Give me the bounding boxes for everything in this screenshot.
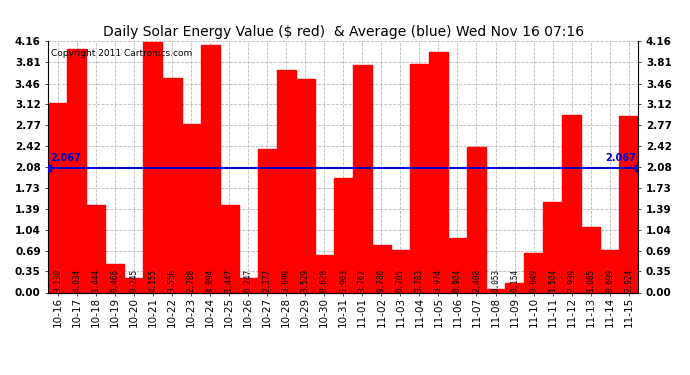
Text: 1.504: 1.504 bbox=[548, 269, 557, 292]
Text: 0.628: 0.628 bbox=[319, 269, 328, 292]
Text: 0.154: 0.154 bbox=[510, 269, 519, 292]
Text: 1.444: 1.444 bbox=[91, 269, 100, 292]
Text: 4.094: 4.094 bbox=[206, 269, 215, 292]
Bar bbox=[505, 283, 524, 292]
Bar bbox=[353, 65, 372, 292]
Text: 3.783: 3.783 bbox=[415, 269, 424, 292]
Bar bbox=[543, 202, 562, 292]
Text: 0.904: 0.904 bbox=[453, 269, 462, 292]
Text: 3.762: 3.762 bbox=[358, 269, 367, 292]
Text: 3.556: 3.556 bbox=[168, 269, 177, 292]
Bar bbox=[48, 104, 68, 292]
Text: 4.034: 4.034 bbox=[72, 269, 81, 292]
Bar bbox=[68, 49, 86, 292]
Bar bbox=[372, 245, 391, 292]
Text: 0.699: 0.699 bbox=[605, 269, 614, 292]
Bar bbox=[600, 250, 619, 292]
Bar bbox=[448, 238, 467, 292]
Text: 3.529: 3.529 bbox=[301, 269, 310, 292]
Bar bbox=[334, 178, 353, 292]
Text: 1.447: 1.447 bbox=[224, 269, 234, 292]
Text: 0.780: 0.780 bbox=[377, 269, 386, 292]
Text: Copyright 2011 Cartronics.com: Copyright 2011 Cartronics.com bbox=[51, 49, 193, 58]
Text: 0.466: 0.466 bbox=[110, 269, 119, 292]
Text: 1.903: 1.903 bbox=[339, 269, 348, 292]
Text: 2.067: 2.067 bbox=[606, 153, 636, 163]
Text: 3.974: 3.974 bbox=[434, 269, 443, 292]
Bar bbox=[581, 227, 600, 292]
Bar bbox=[239, 278, 257, 292]
Bar bbox=[619, 116, 638, 292]
Bar bbox=[315, 255, 334, 292]
Text: 3.130: 3.130 bbox=[53, 269, 62, 292]
Text: 0.245: 0.245 bbox=[130, 269, 139, 292]
Bar bbox=[562, 115, 581, 292]
Text: 2.067: 2.067 bbox=[50, 153, 81, 163]
Text: 4.155: 4.155 bbox=[148, 269, 157, 292]
Bar bbox=[277, 70, 296, 292]
Bar bbox=[429, 53, 448, 292]
Bar bbox=[201, 45, 219, 292]
Text: 0.649: 0.649 bbox=[529, 269, 538, 292]
Bar bbox=[219, 205, 239, 292]
Bar bbox=[106, 264, 124, 292]
Text: 2.408: 2.408 bbox=[472, 269, 481, 292]
Text: 0.705: 0.705 bbox=[396, 269, 405, 292]
Text: 2.924: 2.924 bbox=[624, 269, 633, 292]
Bar bbox=[410, 64, 429, 292]
Bar bbox=[257, 149, 277, 292]
Bar bbox=[296, 80, 315, 292]
Title: Daily Solar Energy Value ($ red)  & Average (blue) Wed Nov 16 07:16: Daily Solar Energy Value ($ red) & Avera… bbox=[103, 25, 584, 39]
Text: 0.053: 0.053 bbox=[491, 269, 500, 292]
Bar bbox=[162, 78, 181, 292]
Text: 0.247: 0.247 bbox=[244, 269, 253, 292]
Bar bbox=[124, 278, 144, 292]
Bar bbox=[524, 253, 543, 292]
Bar bbox=[467, 147, 486, 292]
Bar bbox=[144, 42, 162, 292]
Bar bbox=[486, 289, 505, 292]
Text: 2.788: 2.788 bbox=[186, 269, 195, 292]
Text: 3.690: 3.690 bbox=[282, 269, 290, 292]
Text: 1.085: 1.085 bbox=[586, 269, 595, 292]
Bar bbox=[86, 205, 106, 292]
Bar bbox=[391, 250, 410, 292]
Text: 2.939: 2.939 bbox=[567, 269, 576, 292]
Text: 2.377: 2.377 bbox=[263, 269, 272, 292]
Bar bbox=[181, 124, 201, 292]
